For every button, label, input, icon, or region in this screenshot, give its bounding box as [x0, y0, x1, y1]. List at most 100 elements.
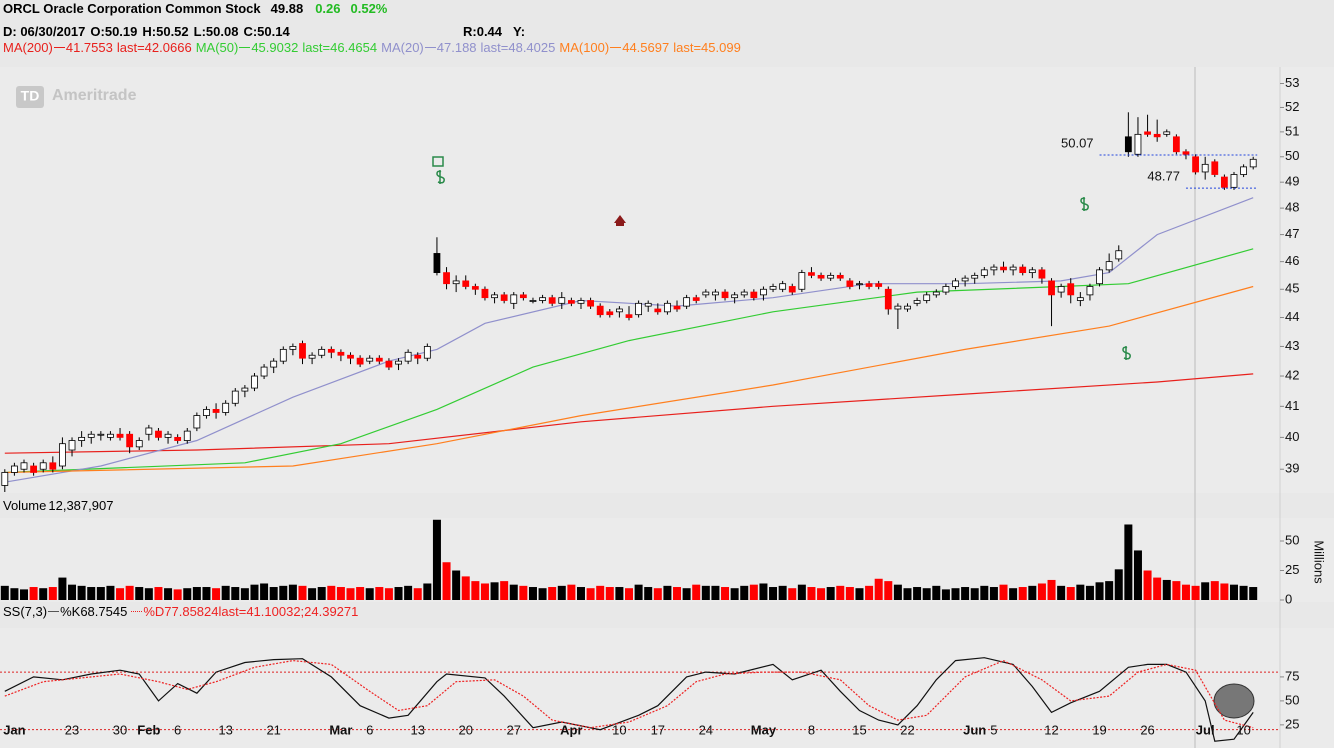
candle-body: [231, 390, 239, 404]
candle-body: [1057, 286, 1065, 293]
volume-bar: [941, 589, 950, 600]
volume-bar: [980, 585, 989, 600]
candle-body: [664, 302, 671, 313]
legend-value: 45.9032: [251, 40, 299, 55]
volume-bar: [260, 583, 269, 600]
volume-bar: [1018, 587, 1027, 600]
volume-bar: [692, 584, 701, 600]
x-tick-label: Jul: [1196, 722, 1215, 737]
candle-body: [308, 354, 316, 359]
volume-bar: [673, 587, 682, 600]
header-row: ORCL Oracle Corporation Common Stock 49.…: [3, 1, 387, 16]
candle-body: [423, 346, 431, 359]
y-tick-label: 41: [1285, 398, 1299, 413]
volume-bar: [1249, 587, 1258, 600]
candle-body: [145, 427, 153, 435]
volume-bar: [20, 589, 29, 600]
volume-bar: [87, 587, 96, 600]
candle-body: [836, 274, 844, 279]
candle-body: [337, 351, 345, 356]
candle-body: [135, 440, 143, 448]
candle-body: [11, 465, 18, 473]
candle-body: [1115, 250, 1123, 260]
candle-body: [788, 286, 796, 293]
dividend-icon: [1122, 346, 1131, 360]
y-tick-label: 50: [1285, 692, 1299, 707]
volume-bar: [922, 588, 931, 600]
volume-bar: [557, 585, 566, 600]
legend-name: MA(100): [559, 40, 610, 55]
event-icons: [432, 156, 1131, 360]
candle-body: [1172, 136, 1180, 153]
legend-dash: [239, 47, 251, 48]
volume-bar: [125, 585, 134, 600]
volume-bar: [826, 587, 835, 600]
volume-bar: [490, 582, 499, 600]
x-tick-label: Mar: [329, 722, 352, 737]
change-pct: 0.52%: [350, 1, 388, 16]
candle-body: [692, 297, 700, 301]
volume-bar: [807, 587, 816, 600]
volume-bar: [548, 587, 557, 600]
volume-bar: [1047, 579, 1056, 600]
candle-body: [78, 436, 86, 441]
y-axis-label: Millions: [1312, 540, 1327, 584]
volume-bar: [913, 587, 922, 600]
volume-bar: [116, 588, 125, 600]
series-line: [4, 657, 1254, 742]
volume-bar: [951, 588, 960, 600]
volume-bar: [759, 583, 768, 600]
volume-bar: [394, 587, 403, 600]
candle-body: [1096, 269, 1103, 285]
candle-body: [183, 430, 191, 441]
volume-bar: [999, 584, 1008, 600]
volume-reading: 12,387,907: [48, 498, 114, 513]
candle-body: [375, 357, 383, 362]
y-tick-label: 51: [1285, 123, 1299, 138]
volume-bar: [288, 584, 297, 600]
volume-bar: [250, 584, 259, 600]
candle-body: [452, 280, 460, 285]
candle-body: [654, 308, 662, 313]
x-tick-label: 24: [699, 722, 713, 737]
candle-body: [347, 354, 354, 359]
candle-body: [107, 433, 114, 438]
volume-legend: Volume 12,387,907: [3, 498, 113, 513]
volume-bar: [135, 587, 144, 600]
candle-body: [702, 291, 710, 296]
logo: Ameritrade: [52, 87, 137, 104]
volume-bar: [903, 588, 912, 600]
volume-bar: [375, 587, 384, 600]
x-tick-label: 13: [410, 722, 424, 737]
volume-bar: [528, 587, 537, 600]
candle-body: [327, 348, 335, 353]
ohlc-row: D: 06/30/2017 O:50.19 H:50.52 L:50.08 C:…: [3, 24, 525, 39]
volume-bar: [1181, 584, 1190, 600]
dividend-icon: [436, 170, 445, 184]
volume-bar: [663, 585, 672, 600]
logo-box: [16, 86, 44, 108]
x-tick-label: 20: [459, 722, 473, 737]
legend-name: MA(20): [381, 40, 424, 55]
candle-body: [1163, 131, 1171, 135]
candle-body: [270, 360, 278, 368]
legend-dash: [610, 47, 622, 48]
volume-bar: [365, 588, 374, 600]
volume-bar: [1229, 584, 1238, 600]
legend-last: last=48.4025: [480, 40, 556, 55]
volume-bar: [58, 577, 67, 600]
volume-bar: [874, 578, 883, 600]
legend-last: last=46.4654: [302, 40, 378, 55]
legend-dash: [131, 611, 143, 612]
candle-body: [481, 288, 489, 299]
candle-body: [433, 253, 441, 274]
volume-bar: [567, 584, 576, 600]
series-line: [4, 248, 1254, 474]
volume-bar: [682, 588, 691, 600]
candle-body: [155, 430, 162, 438]
volume-bar: [1143, 570, 1152, 600]
volume-bar: [356, 587, 365, 600]
volume-bar: [509, 584, 518, 600]
volume-bar: [0, 585, 9, 600]
candle-body: [798, 272, 806, 290]
